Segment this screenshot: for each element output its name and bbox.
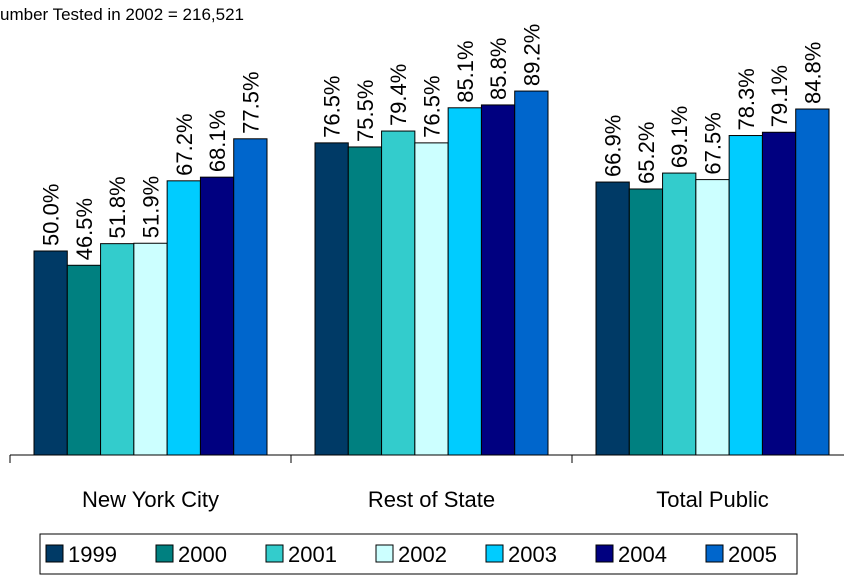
data-label: 66.9% — [601, 115, 626, 177]
bar — [199, 176, 235, 456]
bar — [166, 180, 201, 456]
bar — [662, 172, 697, 456]
data-label: 84.8% — [800, 42, 825, 104]
x-tick-label: New York City — [82, 487, 219, 512]
data-label: 89.2% — [519, 24, 544, 86]
legend-label: 1999 — [68, 542, 117, 567]
bar — [133, 242, 168, 456]
chart-subtitle: umber Tested in 2002 = 216,521 — [0, 5, 244, 24]
data-label: 77.5% — [238, 71, 263, 133]
bar — [100, 243, 135, 456]
data-label: 76.5% — [420, 75, 445, 137]
data-label: 76.5% — [320, 75, 345, 137]
data-label: 79.4% — [386, 64, 411, 126]
bar — [66, 264, 102, 456]
bar — [414, 142, 449, 456]
bar — [695, 179, 730, 456]
legend-label: 2001 — [288, 542, 337, 567]
bar — [233, 138, 268, 456]
legend-swatch — [705, 544, 724, 563]
data-label: 85.1% — [453, 40, 478, 102]
data-label: 85.8% — [486, 38, 511, 100]
legend-label: 2003 — [508, 542, 557, 567]
x-tick-label: Total Public — [656, 487, 769, 512]
legend-label: 2000 — [178, 542, 227, 567]
data-label: 79.1% — [767, 65, 792, 127]
data-label: 67.2% — [172, 113, 197, 175]
x-tick-label: Rest of State — [368, 487, 495, 512]
legend-swatch — [485, 544, 504, 563]
legend-swatch — [595, 544, 614, 563]
legend-swatch — [155, 544, 174, 563]
data-label: 67.5% — [701, 112, 726, 174]
data-label: 69.1% — [667, 106, 692, 168]
data-label: 51.8% — [105, 176, 130, 238]
bar — [347, 146, 383, 456]
bar — [33, 250, 68, 456]
legend-swatch — [265, 544, 284, 563]
legend-swatch — [45, 544, 64, 563]
data-label: 51.9% — [139, 176, 164, 238]
bar — [314, 142, 349, 456]
bar — [514, 90, 549, 456]
data-label: 68.1% — [205, 110, 230, 172]
bar — [761, 131, 797, 456]
bar — [628, 188, 664, 456]
data-label: 65.2% — [634, 122, 659, 184]
bar — [728, 135, 763, 456]
legend-label: 2004 — [618, 542, 667, 567]
legend-box — [39, 533, 798, 575]
legend-label: 2002 — [398, 542, 447, 567]
data-label: 50.0% — [39, 184, 64, 246]
bar — [447, 107, 482, 456]
bar — [480, 104, 516, 456]
data-label: 75.5% — [353, 80, 378, 142]
bar — [381, 130, 416, 456]
data-label: 46.5% — [72, 198, 97, 260]
bar — [795, 108, 830, 456]
data-label: 78.3% — [734, 68, 759, 130]
legend-swatch — [375, 544, 394, 563]
legend-label: 2005 — [728, 542, 777, 567]
bar — [595, 181, 630, 456]
